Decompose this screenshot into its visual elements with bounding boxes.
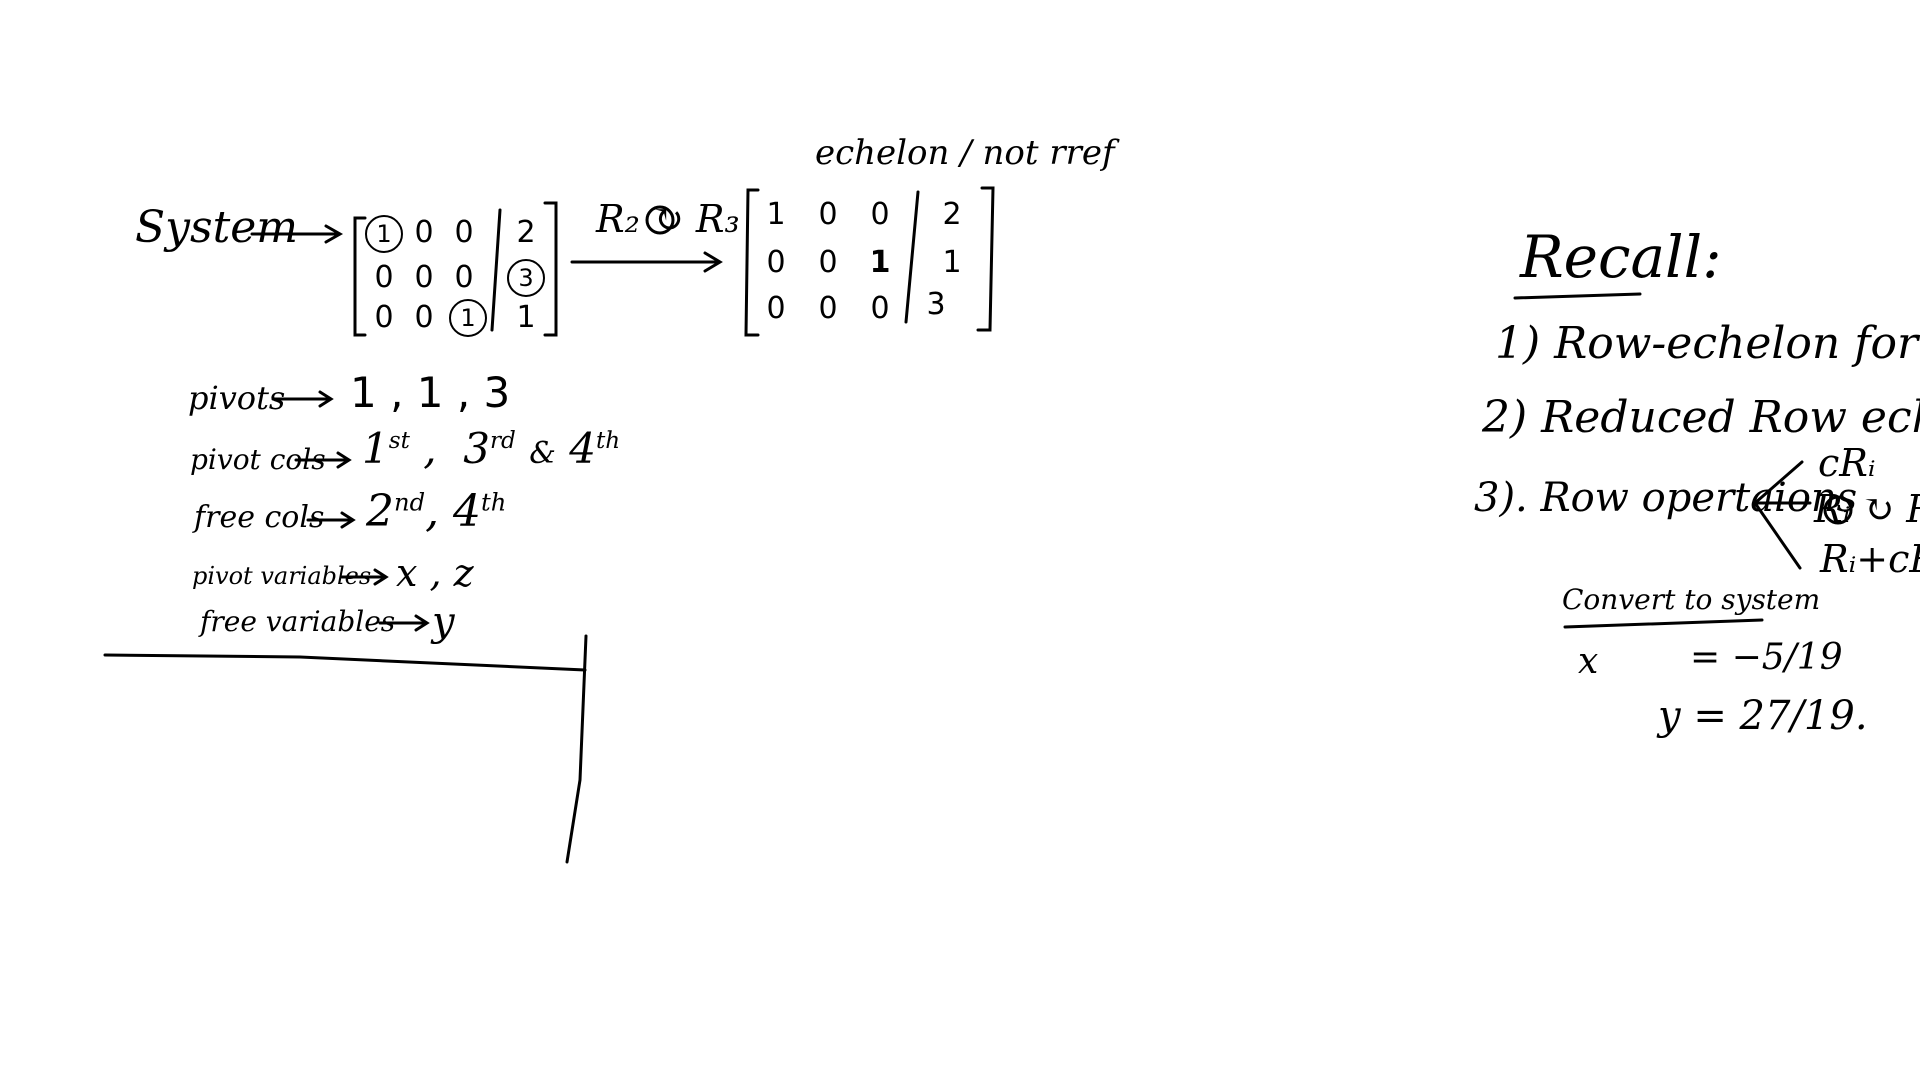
matrix-a-cell: 0 xyxy=(454,260,474,295)
free-col-2: 4 xyxy=(453,486,482,537)
free-cols-label: free cols xyxy=(194,500,325,535)
pivots-label: pivots xyxy=(188,379,286,417)
matrix-a-cell: 1 xyxy=(516,300,536,335)
pivot-cols-value: 1st , 3rd & 4th xyxy=(362,424,621,473)
matrix-a-cell: 0 xyxy=(414,215,434,250)
system-label: System xyxy=(135,202,299,253)
free-variables-value: y xyxy=(432,599,455,645)
matrix-a-cell: 2 xyxy=(516,215,536,250)
matrix-a-cell: 0 xyxy=(374,260,394,295)
pivot-variables-value: x , z xyxy=(396,551,474,595)
recall-item: 1) Row-echelon form. xyxy=(1495,318,1920,369)
pivots-value: 1 , 1 , 3 xyxy=(350,368,511,417)
matrix-b-cell: 1 xyxy=(766,197,786,232)
pivot-cols-label: pivot cols xyxy=(190,443,326,476)
recall-item: 2) Reduced Row echelon form xyxy=(1482,392,1920,443)
row-op-swap: Rᵢ ↻ R xyxy=(1814,487,1920,531)
free-variables-label: free variables xyxy=(200,605,396,638)
pivot-col-2: 3 xyxy=(463,424,491,473)
echelon-note: echelon / not rref xyxy=(815,133,1115,173)
x-label: x xyxy=(1578,641,1599,682)
x-value: = −5/19 xyxy=(1690,637,1843,678)
matrix-b-cell: 0 xyxy=(818,245,838,280)
matrix-a-cell: 3 xyxy=(507,259,545,297)
ordinal-suffix: st xyxy=(388,428,410,454)
y-equation: y = 27/19. xyxy=(1658,693,1868,739)
row-op-add: Rᵢ+cR xyxy=(1820,537,1920,581)
matrix-b-cell: 0 xyxy=(818,197,838,232)
free-cols-value: 2nd, 4th xyxy=(366,486,507,537)
joiner: & xyxy=(529,436,556,471)
matrix-b-cell: 0 xyxy=(766,245,786,280)
matrix-b-cell: 0 xyxy=(870,197,890,232)
matrix-a-cell: 1 xyxy=(449,299,487,337)
recall-title: Recall: xyxy=(1520,223,1722,291)
matrix-a-cell: 1 xyxy=(365,215,403,253)
pivot-col-3: 4 xyxy=(569,424,597,473)
matrix-a-cell: 0 xyxy=(454,215,474,250)
pivot-col-1: 1 xyxy=(362,424,389,473)
convert-title: Convert to system xyxy=(1562,583,1821,616)
ordinal-suffix: nd xyxy=(394,488,426,517)
ordinal-suffix: th xyxy=(481,488,507,517)
ordinal-suffix: rd xyxy=(490,428,516,454)
matrix-b-cell: 0 xyxy=(870,291,890,326)
recall-item: 3). Row opertaions xyxy=(1474,475,1858,521)
row-swap-operation: R₂ ↻ R₃ xyxy=(596,197,740,241)
row-op-scale: cRᵢ xyxy=(1818,441,1876,485)
free-col-1: 2 xyxy=(366,486,394,537)
matrix-b-cell: 1 xyxy=(869,245,891,280)
matrix-b-cell: 2 xyxy=(942,197,962,232)
ordinal-suffix: th xyxy=(596,428,621,454)
matrix-a-cell: 0 xyxy=(374,300,394,335)
matrix-a-cell: 0 xyxy=(414,300,434,335)
matrix-b-cell: 1 xyxy=(942,245,962,280)
matrix-b-cell: 3 xyxy=(926,287,946,322)
matrix-b-cell: 0 xyxy=(766,291,786,326)
pivot-variables-label: pivot variables xyxy=(192,562,372,590)
matrix-b-cell: 0 xyxy=(818,291,838,326)
matrix-a-cell: 0 xyxy=(414,260,434,295)
